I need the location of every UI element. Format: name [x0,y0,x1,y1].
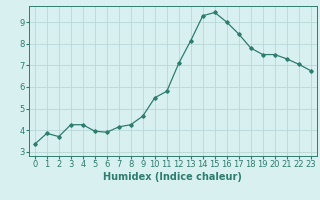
X-axis label: Humidex (Indice chaleur): Humidex (Indice chaleur) [103,172,242,182]
